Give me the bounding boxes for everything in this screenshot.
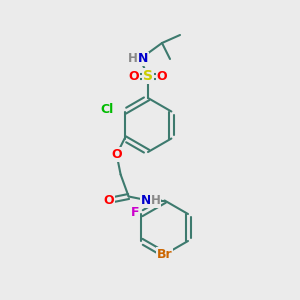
Text: O: O [103, 194, 114, 207]
Text: O: O [111, 148, 122, 161]
Text: O: O [129, 70, 139, 83]
Text: N: N [140, 194, 151, 207]
Text: H: H [128, 52, 138, 65]
Text: S: S [143, 69, 153, 83]
Text: O: O [157, 70, 167, 83]
Text: Br: Br [157, 248, 172, 261]
Text: N: N [138, 52, 148, 65]
Text: Cl: Cl [100, 103, 113, 116]
Text: H: H [151, 194, 160, 207]
Text: F: F [131, 206, 140, 220]
